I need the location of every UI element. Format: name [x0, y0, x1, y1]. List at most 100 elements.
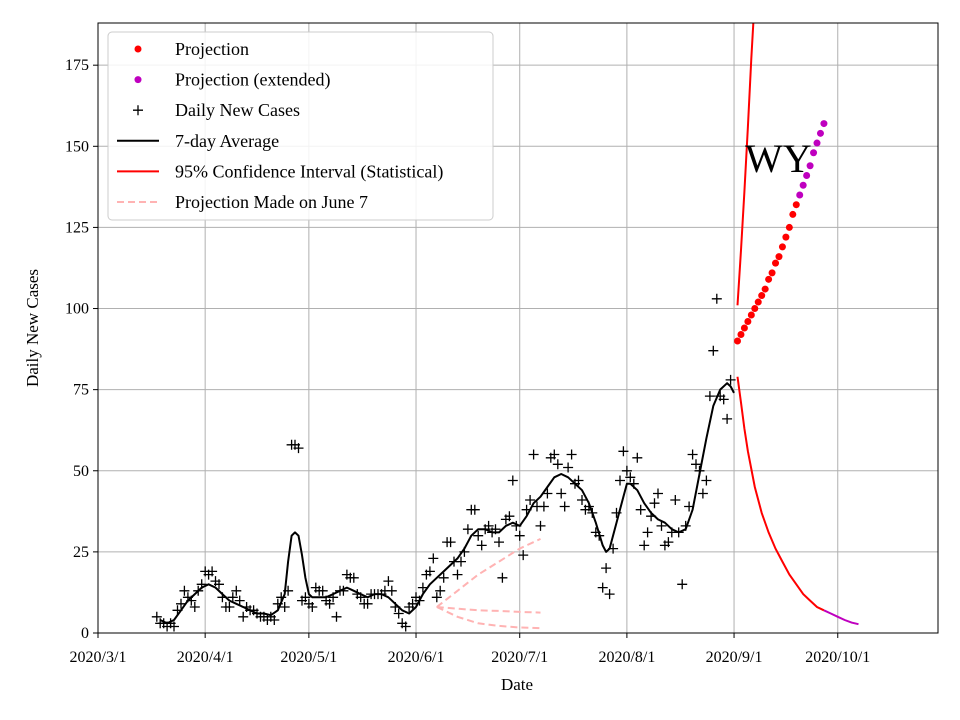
daily-case-marker [604, 589, 615, 600]
daily-case-marker [179, 585, 190, 596]
legend: Projection Projection (extended) Daily New… [107, 31, 494, 221]
daily-case-marker [708, 345, 719, 356]
daily-case-marker [535, 520, 546, 531]
projection-dot [782, 233, 790, 241]
daily-case-marker [611, 507, 622, 518]
daily-case-marker [169, 621, 179, 632]
projection-dots [734, 120, 828, 345]
daily-case-marker [704, 391, 715, 402]
daily-case-marker [566, 449, 577, 460]
daily-case-marker [490, 524, 501, 535]
ci-lower-extended-line [823, 609, 859, 626]
projection-extended-dot [799, 181, 807, 189]
projection-dot [785, 223, 793, 231]
daily-case-marker [577, 495, 587, 505]
projection-dot [792, 201, 800, 209]
y-tick-label: 100 [65, 301, 89, 318]
projection-dot [740, 324, 748, 332]
daily-case-marker [469, 504, 480, 515]
daily-case-marker [656, 520, 667, 531]
daily-case-marker [196, 579, 207, 590]
daily-case-marker [214, 579, 224, 590]
daily-case-marker [628, 478, 639, 489]
projection-dot [754, 298, 762, 306]
y-tick-label: 150 [65, 138, 89, 155]
x-tick-label: 2020/5/1 [280, 649, 337, 666]
daily-case-marker [615, 475, 625, 486]
legend-marker-projection [134, 45, 142, 53]
daily-case-marker [383, 576, 394, 587]
daily-case-marker [587, 507, 598, 518]
y-axis-ticks: 0 25 50 75 100 125 150 175 [65, 57, 98, 642]
projection-dot [751, 305, 759, 313]
daily-case-marker [307, 602, 318, 612]
daily-case-marker [172, 605, 183, 616]
daily-case-marker [386, 585, 397, 596]
projection-extended-dot [810, 149, 818, 157]
projection-dot [772, 259, 780, 267]
daily-case-marker [621, 465, 632, 476]
daily-case-marker [428, 553, 439, 564]
daily-case-marker [217, 592, 228, 603]
projection-dot [744, 318, 752, 326]
projection-extended-dot [816, 129, 824, 137]
y-tick-label: 50 [73, 463, 89, 480]
x-tick-label: 2020/6/1 [388, 649, 445, 666]
daily-case-marker [348, 572, 359, 583]
legend-label-ci: 95% Confidence Interval (Statistical) [175, 161, 443, 182]
daily-case-marker [711, 293, 722, 304]
daily-case-marker [189, 602, 200, 612]
legend-label-projection_ext: Projection (extended) [175, 70, 330, 91]
daily-case-marker [525, 495, 536, 505]
legend-label-june7: Projection Made on June 7 [175, 192, 368, 212]
y-tick-label: 125 [65, 219, 89, 236]
daily-case-marker [497, 572, 508, 583]
june7-projection-line [436, 606, 541, 614]
daily-case-marker [438, 572, 449, 583]
june7-projection-lines [436, 537, 541, 630]
daily-case-marker [414, 595, 425, 606]
daily-case-marker [597, 582, 608, 593]
x-tick-label: 2020/3/1 [70, 649, 127, 666]
x-tick-label: 2020/8/1 [598, 649, 655, 666]
daily-case-marker [684, 501, 695, 512]
daily-case-marker [193, 585, 204, 596]
grid [97, 23, 938, 634]
daily-case-marker [511, 520, 522, 531]
daily-case-marker [227, 592, 238, 603]
daily-case-marker [276, 592, 287, 603]
daily-case-marker [476, 540, 487, 551]
x-tick-label: 2020/10/1 [805, 649, 870, 666]
daily-case-marker [324, 598, 335, 609]
daily-case-marker [483, 520, 494, 531]
daily-case-marker [646, 511, 657, 522]
daily-case-marker [390, 602, 401, 612]
x-axis-ticks: 2020/3/1 2020/4/1 2020/5/1 2020/6/1 2020/7/1… [70, 633, 870, 666]
daily-case-marker [473, 530, 484, 541]
daily-case-marker [549, 449, 560, 460]
projection-dot [768, 269, 776, 277]
daily-case-marker [462, 524, 473, 535]
projection-dot [758, 292, 766, 300]
daily-case-marker [649, 498, 660, 509]
daily-case-marker [687, 449, 698, 460]
daily-case-marker [293, 443, 304, 454]
daily-case-marker [514, 530, 525, 541]
daily-case-marker [224, 602, 235, 612]
daily-case-marker [635, 504, 646, 515]
june7-projection-line [436, 606, 541, 630]
daily-case-marker [722, 413, 733, 424]
daily-case-marker [583, 501, 594, 512]
daily-case-marker [456, 556, 466, 567]
daily-case-marker [639, 540, 650, 551]
daily-case-marker [673, 527, 684, 538]
seven-day-average-line [159, 382, 735, 625]
state-label: WY [745, 136, 812, 181]
projection-extended-dot [813, 139, 821, 147]
x-axis-title: Date [501, 675, 533, 694]
projection-dot [737, 330, 745, 338]
x-tick-label: 2020/9/1 [706, 649, 763, 666]
daily-case-marker [542, 488, 553, 499]
daily-case-marker [207, 566, 218, 577]
